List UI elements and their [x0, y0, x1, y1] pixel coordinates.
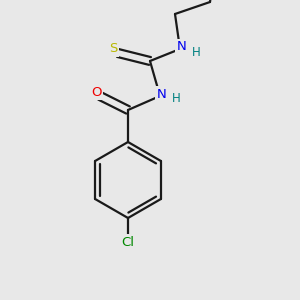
- Text: N: N: [177, 40, 187, 53]
- Text: N: N: [157, 88, 167, 100]
- Text: Cl: Cl: [122, 236, 134, 248]
- Text: O: O: [91, 85, 101, 98]
- Text: S: S: [109, 43, 117, 56]
- Text: H: H: [192, 46, 200, 59]
- Text: H: H: [172, 92, 180, 106]
